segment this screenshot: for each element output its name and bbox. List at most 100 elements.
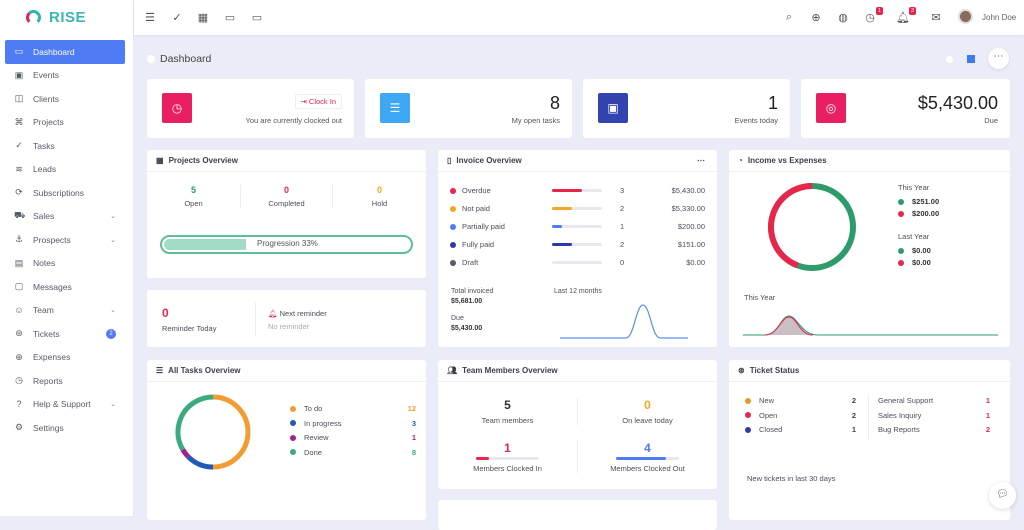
sidebar-item-subscriptions[interactable]: ⟳ Subscriptions [5,181,125,205]
reminder-count[interactable]: 0 [162,306,169,320]
chat-button[interactable]: 💬︎ [989,482,1016,509]
sidebar-item-projects[interactable]: ⌘ Projects [5,111,125,135]
task-status-count: 8 [411,447,416,457]
more-icon[interactable]: ⋯ [697,156,705,165]
sidebar-item-dashboard[interactable]: ▭ Dashboard [5,40,125,64]
theme-color-toggle[interactable] [967,55,975,63]
open-count[interactable]: 5 [190,185,196,195]
clock-in-button[interactable]: ⇥ Clock In [294,94,342,109]
clocked-out-count[interactable]: 4 [644,441,651,455]
invoice-row[interactable]: Overdue 3 $5,430.00 [450,186,705,195]
task-status-count: 3 [411,418,416,428]
search-icon[interactable]: ⌕ [785,11,793,23]
sidebar-item-prospects[interactable]: ⚓︎ Prospects ⌄ [5,228,125,252]
due-widget[interactable]: ◎ $5,430.00 Due [801,79,1010,138]
repeat-icon: ⟳ [15,187,23,198]
ticket-status-row[interactable]: New 2 [745,396,856,405]
globe-icon[interactable]: ◍ [838,12,848,24]
compass-icon: ◎ [816,93,846,123]
task-status-row[interactable]: Done 8 [290,448,416,457]
invoice-row[interactable]: Fully paid 2 $151.00 [450,240,705,249]
open-tasks-widget[interactable]: ☰ 8 My open tasks [365,79,572,138]
logo[interactable]: RISE [26,9,86,26]
sidebar-item-leads[interactable]: ≋ Leads [5,158,125,182]
sidebar-item-label: Settings [33,422,64,433]
ticket-status-label: Open [759,410,778,420]
on-leave-count[interactable]: 0 [644,398,651,412]
command-icon: ⌘ [14,116,24,127]
ticket-status-row[interactable]: Open 2 [745,411,856,420]
expense-line [764,316,814,336]
sidebar-item-reports[interactable]: ◷ Reports [5,369,125,393]
message-icon: ▢ [14,281,24,292]
chart-label: Last 12 months [554,288,602,295]
notifications-badge: 3 [908,7,916,15]
ticket-type-row[interactable]: Sales Inquiry 1 [878,411,990,420]
open-label: Open [184,199,203,208]
ticket-status-row[interactable]: Closed 1 [745,425,856,434]
this-year-label: This Year [898,183,930,192]
chart-label: This Year [744,293,776,302]
next-reminder-value: No reminder [268,322,310,331]
sidebar-item-help-support[interactable]: ? Help & Support ⌄ [5,393,125,417]
sidebar-item-messages[interactable]: ▢ Messages [5,275,125,299]
mail-icon[interactable]: ✉ [931,12,941,24]
menu-icon[interactable]: ☰ [145,12,155,24]
hold-count[interactable]: 0 [376,185,382,195]
check-circle-icon[interactable]: ✓ [172,12,182,24]
completed-label: Completed [268,199,305,208]
on-leave-label: On leave today [622,416,673,425]
sidebar-item-events[interactable]: ▣ Events [5,64,125,88]
task-status-row[interactable]: In progress 3 [290,419,416,428]
sidebar-item-label: Expenses [33,352,71,363]
sidebar-item-settings[interactable]: ⚙︎ Settings [5,416,125,440]
invoice-amount: $151.00 [677,240,705,249]
sidebar-item-team[interactable]: ☺ Team ⌄ [5,299,125,323]
chevron-down-icon: ⌄ [110,307,116,315]
clocked-in-count[interactable]: 1 [504,441,511,455]
calendar-icon: ▣ [14,69,24,80]
ticket-status-card: ⊛ Ticket Status New 2 Open 2 Closed 1 General S… [729,360,1010,520]
gear-icon: ⚙︎ [14,422,24,433]
expense-this-year: $200.00 [912,209,940,218]
grid-icon[interactable]: ▦ [197,12,209,24]
team-members-count[interactable]: 5 [504,398,511,412]
clock-icon[interactable]: ◷ 1 [865,7,883,24]
sidebar-item-notes[interactable]: ▤ Notes [5,252,125,276]
invoice-amount: $200.00 [677,222,705,231]
sidebar-item-tasks[interactable]: ✓ Tasks [5,134,125,158]
ticket-type-row[interactable]: General Support 1 [878,396,990,405]
monitor-icon[interactable]: ▭ [251,12,263,24]
expense-last-year: $0.00 [912,258,931,267]
add-icon[interactable]: ⊕ [811,12,821,24]
events-label: Events today [734,116,778,125]
book-icon: ▤ [14,257,24,268]
bell-icon[interactable]: 🔔︎ 3 [896,7,916,24]
task-status-label: To do [304,404,323,413]
ticket-type-label: Sales Inquiry [878,410,922,420]
completed-count[interactable]: 0 [283,185,289,195]
briefcase-icon: ◫ [14,93,24,104]
ticket-type-count: 2 [985,425,990,434]
task-status-row[interactable]: Review 1 [290,433,416,442]
task-status-row[interactable]: To do 12 [290,404,416,413]
sidebar-item-expenses[interactable]: ⊕ Expenses [5,346,125,370]
sidebar-item-clients[interactable]: ◫ Clients [5,87,125,111]
sidebar-item-tickets[interactable]: ⊛ Tickets 2 [5,322,125,346]
user-name[interactable]: John Doe [982,13,1017,22]
theme-light-toggle[interactable] [946,56,953,63]
sidebar-item-label: Prospects [33,234,71,245]
invoice-row[interactable]: Draft 0 $0.00 [450,258,705,267]
events-widget[interactable]: ▣ 1 Events today [583,79,790,138]
briefcase-icon[interactable]: ▭ [224,12,236,24]
invoice-row[interactable]: Partially paid 1 $200.00 [450,222,705,231]
open-tasks-value: 8 [549,93,560,113]
invoice-overview-card: ▯ Invoice Overview ⋯ Overdue 3 $5,430.00 N… [438,150,717,347]
avatar[interactable] [958,9,973,24]
invoice-row[interactable]: Not paid 2 $5,330.00 [450,204,705,213]
ticket-type-row[interactable]: Bug Reports 2 [878,425,990,434]
progress-label: Progression 33% [257,239,318,248]
sidebar-item-sales[interactable]: ⛟ Sales ⌄ [5,205,125,229]
invoice-count: 0 [620,258,625,267]
more-options-button[interactable]: ⋯ [988,48,1009,69]
